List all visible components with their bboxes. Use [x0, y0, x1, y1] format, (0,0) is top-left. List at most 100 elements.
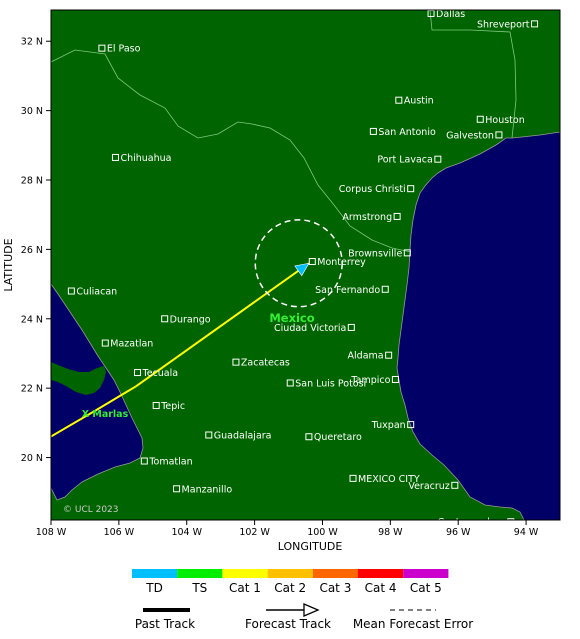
lon-tick-label: 104 W [171, 527, 202, 538]
map-frame [50, 9, 561, 521]
city-marker [308, 258, 316, 266]
city-label: Port Lavaca [377, 155, 432, 166]
lon-tick-label: 106 W [104, 527, 135, 538]
city-marker [286, 379, 294, 387]
legend-swatch-cat-1 [222, 569, 268, 578]
city-label: Queretaro [314, 432, 362, 443]
city-label: Tomatlan [148, 457, 192, 468]
city-marker [385, 351, 393, 359]
city-label: Mazatlan [110, 339, 153, 350]
city-marker [476, 115, 484, 123]
city-label: Austin [404, 96, 434, 107]
city-marker [391, 375, 399, 383]
legend-forecast-track-label: Forecast Track [245, 617, 331, 631]
lon-tick-label: 100 W [307, 527, 338, 538]
city-label: Tampico [350, 375, 390, 386]
city-marker [451, 481, 459, 489]
city-label: Galveston [446, 130, 494, 141]
city-label: Monterrey [317, 257, 366, 268]
legend-category-label: Cat 5 [410, 581, 442, 595]
mean-forecast-error-circle [254, 219, 343, 308]
city-marker [305, 433, 313, 441]
y-axis-title: LATITUDE [2, 238, 15, 291]
city-label: Chihuahua [120, 153, 171, 164]
city-label: Tepic [160, 401, 185, 412]
copyright-label: © UCL 2023 [63, 505, 119, 515]
legend-category-label: TS [191, 581, 207, 595]
legend-swatch-cat-2 [267, 569, 313, 578]
city-marker [152, 402, 160, 410]
city-label: Durango [170, 314, 211, 325]
city-marker [393, 212, 401, 220]
city-label: San Luis Potosi [295, 378, 366, 389]
city-marker [161, 315, 169, 323]
city-label: Zacatecas [241, 358, 290, 369]
lat-tick-label: 24 N [21, 314, 43, 325]
city-label: Dallas [436, 9, 465, 20]
city-marker [347, 323, 355, 331]
city-marker [98, 44, 106, 52]
legend-swatch-cat-4 [358, 569, 404, 578]
lat-tick-label: 32 N [21, 37, 43, 48]
city-marker [403, 249, 411, 257]
legend-swatch-cat-3 [312, 569, 358, 578]
legend-category-label: Cat 2 [274, 581, 306, 595]
legend: TD TS Cat 1 Cat 2 Cat 3 Cat 4 Cat 5 [132, 569, 449, 595]
legend-forecast-arrow-head [303, 603, 320, 617]
lat-tick-label: 20 N [21, 453, 43, 464]
storm-label: X Marlas [82, 409, 129, 420]
city-label: San Antonio [378, 127, 436, 138]
city-label: Brownsville [348, 248, 402, 259]
west-coastline [51, 283, 144, 501]
lat-tick-label: 26 N [21, 245, 43, 256]
city-marker [205, 431, 213, 439]
lat-tick-label: 22 N [21, 384, 43, 395]
legend-category-label: Cat 1 [229, 581, 261, 595]
city-marker [407, 185, 415, 193]
forecast-track-line [135, 262, 310, 388]
forecast-arrow-head [294, 262, 310, 277]
city-marker [507, 518, 515, 520]
legend-swatch-ts [177, 569, 223, 578]
city-label: Tecuala [142, 368, 179, 379]
lon-tick-label: 102 W [239, 527, 270, 538]
baja-peninsula [51, 362, 106, 395]
city-marker [434, 155, 442, 163]
city-marker [495, 131, 503, 139]
city-label: Houston [485, 115, 524, 126]
city-label: Shreveport [477, 19, 530, 30]
city-label: Armstrong [342, 212, 392, 223]
city-label: Corpus Christi [339, 184, 406, 195]
legend-swatch-td [132, 569, 178, 578]
city-label: El Paso [107, 44, 141, 55]
city-marker [140, 457, 148, 465]
city-marker [395, 96, 403, 104]
past-track-line [51, 385, 137, 438]
city-label: Culiacan [76, 287, 117, 298]
city-marker [173, 485, 181, 493]
city-marker [369, 127, 377, 135]
city-label: Ciudad Victoria [274, 323, 346, 334]
lat-tick-label: 28 N [21, 176, 43, 187]
city-marker [349, 474, 357, 482]
legend-mean-error-label: Mean Forecast Error [353, 617, 473, 631]
legend-category-label: Cat 3 [319, 581, 351, 595]
texas-louisiana-border [429, 10, 517, 139]
city-label: Guadalajara [214, 431, 272, 442]
lon-tick-label: 98 W [378, 527, 403, 538]
x-axis-title: LONGITUDE [278, 540, 343, 553]
lat-tick-label: 30 N [21, 106, 43, 117]
lon-tick-label: 96 W [446, 527, 471, 538]
city-marker [381, 285, 389, 293]
country-label: Mexico [269, 311, 314, 325]
city-marker [134, 369, 142, 377]
city-label: Tuxpan [371, 420, 406, 431]
city-label: San Fernando [315, 285, 380, 296]
city-marker [111, 153, 119, 161]
coastline [396, 131, 560, 520]
city-marker [232, 358, 240, 366]
city-marker [101, 339, 109, 347]
legend-category-label: Cat 4 [365, 581, 397, 595]
city-label: MEXICO CITY [358, 474, 420, 485]
